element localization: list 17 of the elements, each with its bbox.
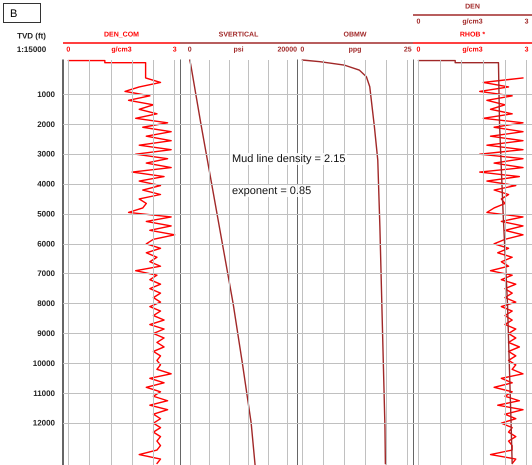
annotation: exponent = 0.85 xyxy=(230,185,314,197)
y-axis-title: TVD (ft) xyxy=(17,32,46,40)
y-tick-label: 6000 xyxy=(37,239,56,248)
y-tick-label: 7000 xyxy=(37,269,56,278)
y-tick-label: 10000 xyxy=(32,358,56,368)
y-tick-label: 8000 xyxy=(37,299,56,308)
y-tick-label: 4000 xyxy=(37,180,56,189)
y-tick-label: 2000 xyxy=(37,120,56,129)
text: 1:15000 xyxy=(16,45,48,54)
y-tick-label: 9000 xyxy=(37,328,56,338)
label-box: B xyxy=(3,3,41,23)
y-tick-label: 12000 xyxy=(32,418,56,428)
y-tick-label: 1000 xyxy=(37,90,56,99)
y-tick-label: 5000 xyxy=(37,209,56,218)
y-tick-label: 3000 xyxy=(37,150,56,159)
annotation: Mud line density = 2.15 xyxy=(230,153,348,165)
y-tick-label: 11000 xyxy=(33,388,56,398)
